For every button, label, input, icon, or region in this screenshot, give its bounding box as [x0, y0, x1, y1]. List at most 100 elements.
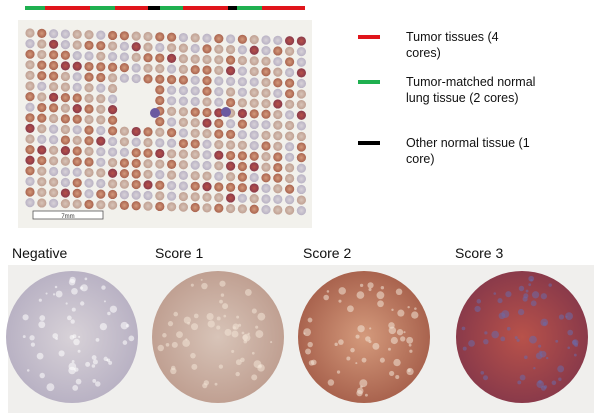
tissue-core [155, 127, 165, 137]
tissue-core [285, 57, 295, 67]
tissue-texture [517, 380, 522, 385]
tissue-core [49, 71, 59, 81]
tissue-core [108, 83, 118, 94]
tissue-core [108, 136, 118, 147]
tissue-texture [231, 349, 235, 353]
tissue-core [72, 72, 82, 82]
tissue-texture [176, 331, 183, 339]
tissue-core [226, 76, 236, 86]
tissue-core [214, 193, 224, 203]
tissue-core [60, 188, 70, 198]
tissue-core [249, 130, 259, 140]
tissue-texture [182, 339, 190, 347]
tissue-texture [170, 365, 176, 371]
tissue-texture [167, 321, 174, 327]
tissue-core [214, 55, 224, 65]
tissue-texture [257, 364, 265, 372]
tissue-core [167, 159, 177, 169]
tissue-core [25, 39, 35, 49]
tissue-core [285, 36, 295, 46]
tissue-core [273, 78, 283, 88]
tissue-texture [55, 290, 63, 298]
tissue-core [296, 195, 306, 205]
tissue-core [202, 203, 212, 213]
tissue-core [226, 44, 236, 55]
tissue-core [84, 93, 94, 103]
tissue-core [202, 107, 212, 118]
tissue-core [108, 94, 118, 104]
tissue-core [214, 34, 224, 44]
tissue-texture [65, 302, 68, 305]
tissue-core [190, 75, 200, 85]
tissue-core [249, 172, 259, 183]
tissue-core [178, 75, 188, 85]
tissue-core [131, 73, 141, 84]
tissue-texture [468, 340, 475, 347]
tissue-core [273, 184, 283, 194]
tissue-core [296, 57, 306, 67]
tissue-core [261, 46, 271, 56]
tissue-core [249, 35, 259, 45]
tissue-texture [66, 315, 72, 321]
tissue-core [237, 77, 247, 87]
tissue-core [119, 147, 129, 157]
tissue-core [261, 56, 271, 66]
tissue-core [155, 53, 165, 63]
legend-label: Tumor tissues (4 cores) [406, 30, 499, 60]
tissue-core [96, 83, 106, 93]
tissue-core [84, 189, 94, 199]
tissue-core [84, 146, 94, 156]
tissue-texture [408, 343, 412, 347]
tissue-core [190, 192, 200, 202]
tissue-core [296, 78, 306, 89]
tissue-texture [91, 364, 96, 368]
tissue-core [178, 181, 188, 191]
tissue-core [131, 31, 141, 41]
tissue-core [131, 148, 141, 158]
tissue-core [214, 150, 224, 160]
tissue-texture [396, 329, 404, 336]
tissue-core [60, 29, 70, 39]
tissue-core [96, 72, 106, 83]
tissue-core [273, 88, 283, 98]
tissue-core [178, 149, 188, 159]
tissue-texture [26, 369, 30, 372]
tissue-core [96, 41, 106, 51]
tissue-texture [68, 366, 76, 375]
tissue-core [249, 141, 259, 151]
tissue-core [285, 184, 295, 194]
tissue-texture [356, 291, 365, 299]
tissue-core [178, 54, 188, 64]
tissue-core [285, 99, 295, 109]
tissue-texture [46, 383, 55, 392]
tissue-texture [242, 333, 251, 342]
tissue-core [214, 76, 224, 86]
tissue-core [226, 193, 236, 203]
tissue-texture [393, 358, 401, 367]
tissue-core [296, 142, 306, 152]
tissue-core [37, 102, 47, 113]
tissue-core [285, 89, 295, 99]
tissue-core [155, 180, 165, 190]
tissue-core [190, 65, 200, 75]
tissue-core [249, 56, 259, 66]
tissue-core [108, 200, 118, 210]
tissue-texture [165, 342, 170, 347]
tissue-core [108, 62, 118, 72]
tissue-core [214, 108, 224, 118]
tissue-core [261, 130, 271, 140]
tissue-core [202, 129, 212, 139]
tissue-core [296, 174, 306, 184]
tissue-texture [500, 336, 506, 342]
tissue-core [214, 171, 224, 181]
tissue-texture [58, 350, 65, 357]
tissue-core [25, 155, 35, 165]
tissue-texture [157, 344, 164, 352]
tissue-texture [72, 384, 79, 391]
tissue-core [49, 113, 59, 124]
tissue-texture [380, 286, 385, 290]
tissue-core [143, 180, 153, 190]
tissue-core [37, 145, 47, 155]
tissue-core [285, 152, 295, 162]
tissue-texture [474, 305, 481, 313]
